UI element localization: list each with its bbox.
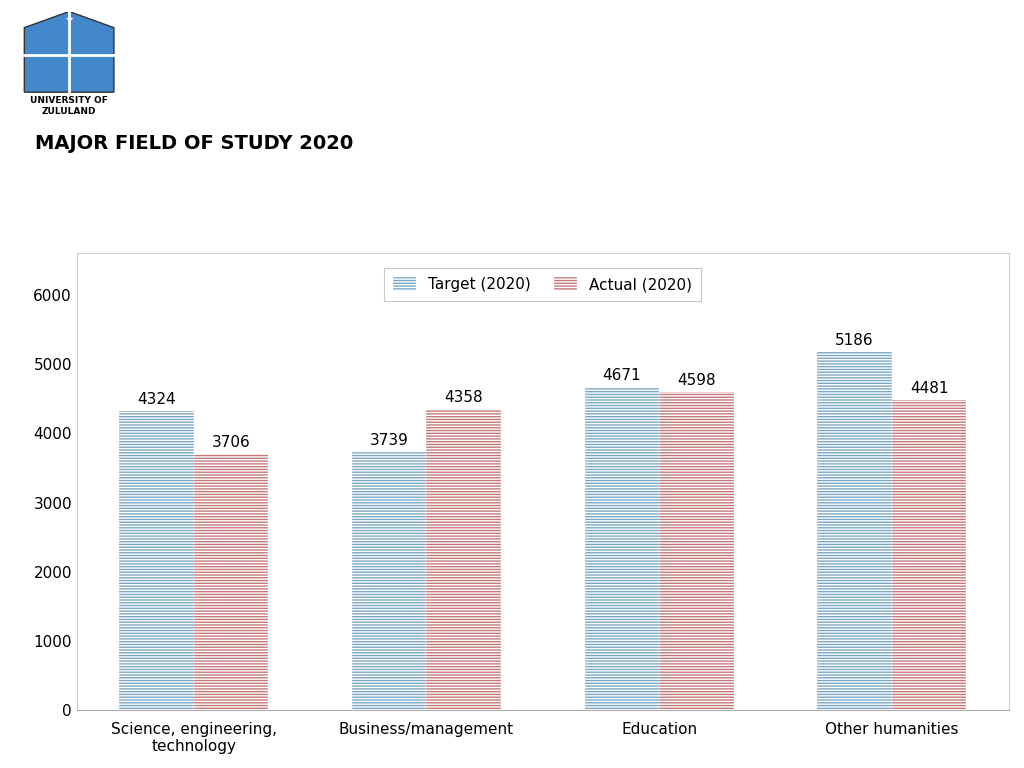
Bar: [659, 392, 733, 710]
Bar: [585, 387, 659, 710]
Text: 4671: 4671: [602, 368, 641, 383]
Text: 5186: 5186: [836, 333, 873, 348]
Bar: [817, 351, 892, 710]
Text: MAJOR FIELD OF STUDY 2020: MAJOR FIELD OF STUDY 2020: [35, 134, 353, 153]
Bar: [892, 400, 967, 710]
Text: 4324: 4324: [137, 392, 176, 407]
Text: 4358: 4358: [444, 390, 483, 405]
Bar: [194, 454, 268, 710]
Polygon shape: [25, 12, 114, 92]
Text: ENROLMENT AND SUCCESS STATISTICS (Continued): ENROLMENT AND SUCCESS STATISTICS (Contin…: [160, 53, 882, 77]
Text: ✦: ✦: [65, 15, 74, 25]
Text: 4481: 4481: [909, 382, 948, 396]
Legend: Target (2020), Actual (2020): Target (2020), Actual (2020): [384, 268, 701, 301]
Text: UNIVERSITY OF
ZULULAND: UNIVERSITY OF ZULULAND: [30, 97, 109, 116]
Bar: [352, 452, 426, 710]
Bar: [119, 411, 194, 710]
Text: 3706: 3706: [212, 435, 250, 450]
Bar: [426, 409, 501, 710]
Text: 3739: 3739: [370, 432, 409, 448]
Text: 4598: 4598: [677, 373, 716, 389]
